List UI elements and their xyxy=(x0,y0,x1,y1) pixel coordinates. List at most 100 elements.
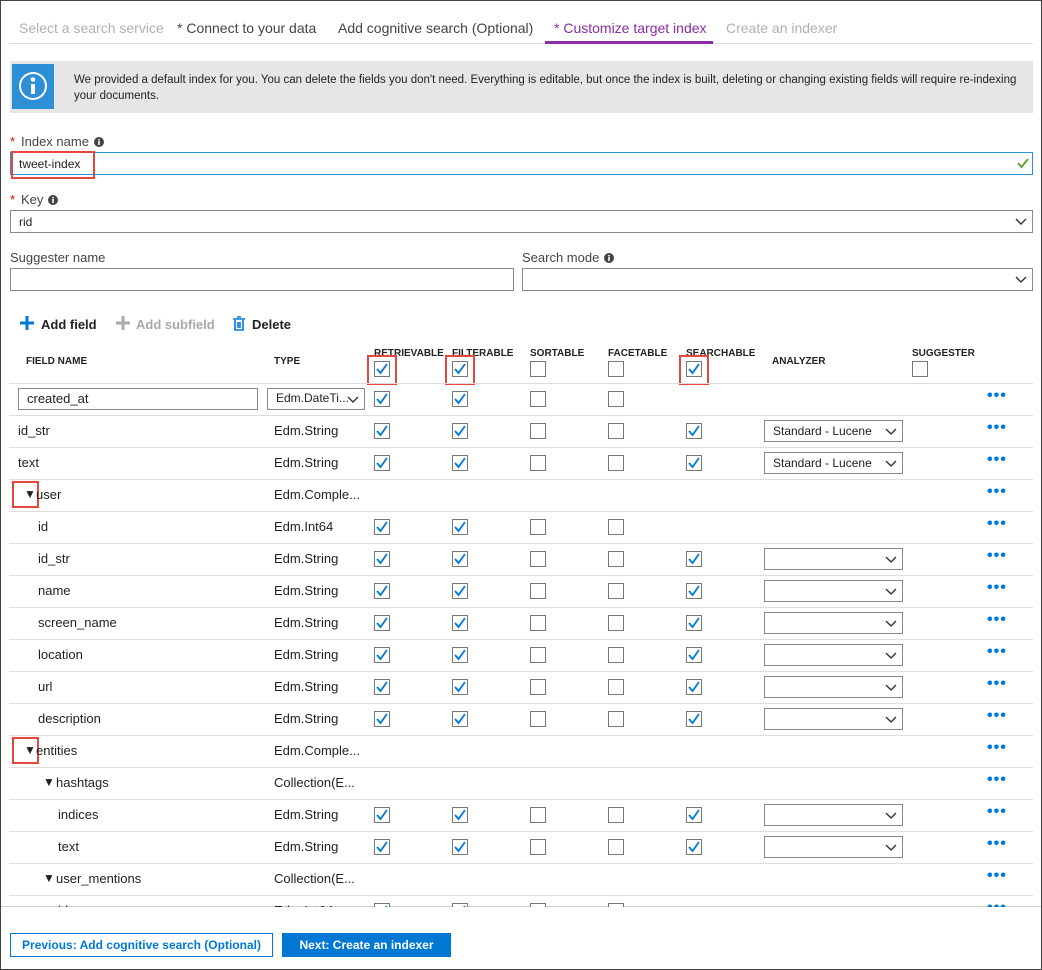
checkbox[interactable] xyxy=(686,455,702,471)
checkbox[interactable] xyxy=(686,551,702,567)
type-select[interactable] xyxy=(267,388,365,410)
analyzer-select[interactable] xyxy=(764,452,903,474)
checkbox[interactable] xyxy=(374,551,390,567)
checkbox[interactable] xyxy=(374,391,390,407)
checkbox[interactable] xyxy=(530,615,546,631)
more-actions[interactable]: ••• xyxy=(987,739,1007,756)
tab[interactable]: * Connect to your data xyxy=(177,20,317,36)
tab[interactable]: * Customize target index xyxy=(554,20,707,36)
checkbox[interactable] xyxy=(374,647,390,663)
checkbox[interactable] xyxy=(686,839,702,855)
checkbox[interactable] xyxy=(530,711,546,727)
checkbox[interactable] xyxy=(452,551,468,567)
add-subfield[interactable]: Add subfield xyxy=(136,317,215,332)
checkbox[interactable] xyxy=(530,391,546,407)
checkbox[interactable] xyxy=(452,391,468,407)
checkbox[interactable] xyxy=(452,679,468,695)
more-actions[interactable]: ••• xyxy=(987,515,1007,532)
more-actions[interactable]: ••• xyxy=(987,803,1007,820)
key-select[interactable] xyxy=(10,210,1033,233)
checkbox[interactable] xyxy=(452,519,468,535)
analyzer-select[interactable] xyxy=(764,612,903,634)
checkbox[interactable] xyxy=(530,839,546,855)
more-actions[interactable]: ••• xyxy=(987,579,1007,596)
checkbox[interactable] xyxy=(608,839,624,855)
analyzer-select[interactable] xyxy=(764,708,903,730)
checkbox[interactable] xyxy=(608,391,624,407)
checkbox[interactable] xyxy=(530,455,546,471)
analyzer-select[interactable] xyxy=(764,676,903,698)
checkbox[interactable] xyxy=(452,647,468,663)
checkbox[interactable] xyxy=(608,647,624,663)
checkbox[interactable] xyxy=(686,679,702,695)
checkbox[interactable] xyxy=(374,455,390,471)
analyzer-select[interactable] xyxy=(764,580,903,602)
checkbox[interactable] xyxy=(530,519,546,535)
more-actions[interactable]: ••• xyxy=(987,547,1007,564)
checkbox[interactable] xyxy=(452,455,468,471)
checkbox[interactable] xyxy=(452,711,468,727)
more-actions[interactable]: ••• xyxy=(987,675,1007,692)
delete[interactable]: Delete xyxy=(252,317,292,332)
suggester-input[interactable] xyxy=(10,268,514,291)
checkbox[interactable] xyxy=(686,583,702,599)
more-actions[interactable]: ••• xyxy=(987,483,1007,500)
checkbox[interactable] xyxy=(608,711,624,727)
checkbox[interactable] xyxy=(530,361,546,377)
more-actions[interactable]: ••• xyxy=(987,419,1007,436)
checkbox[interactable] xyxy=(608,455,624,471)
checkbox[interactable] xyxy=(912,361,928,377)
checkbox[interactable] xyxy=(608,519,624,535)
checkbox[interactable] xyxy=(530,679,546,695)
checkbox[interactable] xyxy=(608,423,624,439)
checkbox[interactable] xyxy=(608,361,624,377)
analyzer-select[interactable] xyxy=(764,804,903,826)
checkbox[interactable] xyxy=(530,647,546,663)
checkbox[interactable] xyxy=(608,583,624,599)
more-actions[interactable]: ••• xyxy=(987,611,1007,628)
checkbox[interactable] xyxy=(530,583,546,599)
checkbox[interactable] xyxy=(530,807,546,823)
checkbox[interactable] xyxy=(530,551,546,567)
more-actions[interactable]: ••• xyxy=(987,451,1007,468)
checkbox[interactable] xyxy=(452,839,468,855)
add-field[interactable]: Add field xyxy=(41,317,97,332)
checkbox[interactable] xyxy=(374,423,390,439)
checkbox[interactable] xyxy=(686,615,702,631)
checkbox[interactable] xyxy=(452,807,468,823)
checkbox[interactable] xyxy=(452,615,468,631)
checkbox[interactable] xyxy=(608,807,624,823)
more-actions[interactable]: ••• xyxy=(987,867,1007,884)
checkbox[interactable] xyxy=(608,679,624,695)
checkbox[interactable] xyxy=(374,361,390,377)
checkbox[interactable] xyxy=(686,423,702,439)
checkbox[interactable] xyxy=(374,519,390,535)
expander[interactable]: ▼ xyxy=(24,487,36,501)
analyzer-select[interactable] xyxy=(764,644,903,666)
checkbox[interactable] xyxy=(608,551,624,567)
search-mode-select[interactable] xyxy=(522,268,1033,291)
checkbox[interactable] xyxy=(686,361,702,377)
expander[interactable]: ▼ xyxy=(24,743,36,757)
checkbox[interactable] xyxy=(374,711,390,727)
checkbox[interactable] xyxy=(374,615,390,631)
more-actions[interactable]: ••• xyxy=(987,835,1007,852)
checkbox[interactable] xyxy=(686,807,702,823)
more-actions[interactable]: ••• xyxy=(987,643,1007,660)
checkbox[interactable] xyxy=(374,807,390,823)
analyzer-select[interactable] xyxy=(764,548,903,570)
name-input[interactable] xyxy=(18,388,258,410)
next-button[interactable]: Next: Create an indexer xyxy=(282,933,451,957)
expander[interactable]: ▼ xyxy=(43,775,55,789)
checkbox[interactable] xyxy=(452,423,468,439)
analyzer-select[interactable] xyxy=(764,420,903,442)
checkbox[interactable] xyxy=(686,711,702,727)
checkbox[interactable] xyxy=(608,615,624,631)
analyzer-select[interactable] xyxy=(764,836,903,858)
checkbox[interactable] xyxy=(374,839,390,855)
checkbox[interactable] xyxy=(452,583,468,599)
checkbox[interactable] xyxy=(530,423,546,439)
checkbox[interactable] xyxy=(374,679,390,695)
more-actions[interactable]: ••• xyxy=(987,387,1007,404)
checkbox[interactable] xyxy=(374,583,390,599)
